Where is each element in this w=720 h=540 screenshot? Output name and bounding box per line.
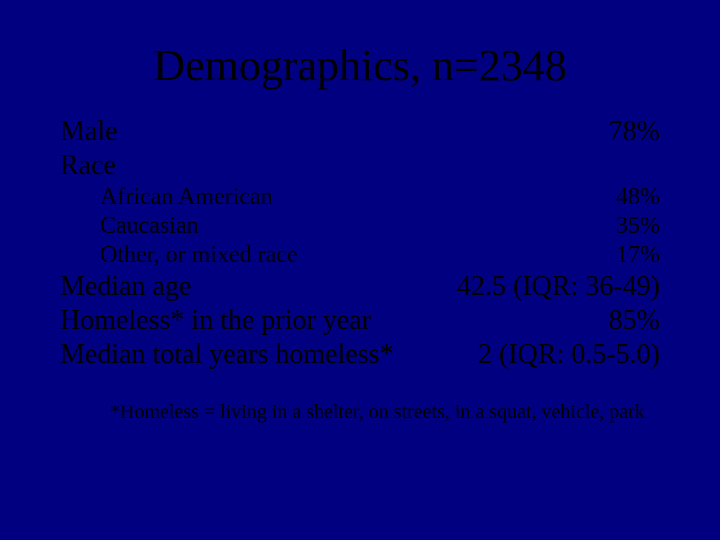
label-african-american: African American <box>100 184 616 211</box>
label-median-age: Median age <box>60 271 457 303</box>
slide: Demographics, n=2348 Male 78% Race Afric… <box>0 0 720 540</box>
value-homeless-prior: 85% <box>609 305 660 337</box>
label-male: Male <box>60 116 609 148</box>
label-median-years-homeless: Median total years homeless* <box>60 339 478 371</box>
row-homeless-prior: Homeless* in the prior year 85% <box>60 305 660 337</box>
value-caucasian: 35% <box>616 213 660 240</box>
value-median-years-homeless: 2 (IQR: 0.5-5.0) <box>478 339 660 371</box>
row-caucasian: Caucasian 35% <box>60 213 660 240</box>
label-caucasian: Caucasian <box>100 213 616 240</box>
row-african-american: African American 48% <box>60 184 660 211</box>
slide-content: Male 78% Race African American 48% Cauca… <box>60 116 660 371</box>
value-african-american: 48% <box>616 184 660 211</box>
value-median-age: 42.5 (IQR: 36-49) <box>457 271 660 303</box>
footnote: *Homeless = living in a shelter, on stre… <box>60 401 660 424</box>
label-race: Race <box>60 150 660 182</box>
value-male: 78% <box>609 116 660 148</box>
label-homeless-prior: Homeless* in the prior year <box>60 305 609 337</box>
value-other: 17% <box>616 242 660 269</box>
slide-title: Demographics, n=2348 <box>60 40 660 91</box>
row-male: Male 78% <box>60 116 660 148</box>
label-other: Other, or mixed race <box>100 242 616 269</box>
row-median-years-homeless: Median total years homeless* 2 (IQR: 0.5… <box>60 339 660 371</box>
row-other: Other, or mixed race 17% <box>60 242 660 269</box>
row-median-age: Median age 42.5 (IQR: 36-49) <box>60 271 660 303</box>
row-race: Race <box>60 150 660 182</box>
